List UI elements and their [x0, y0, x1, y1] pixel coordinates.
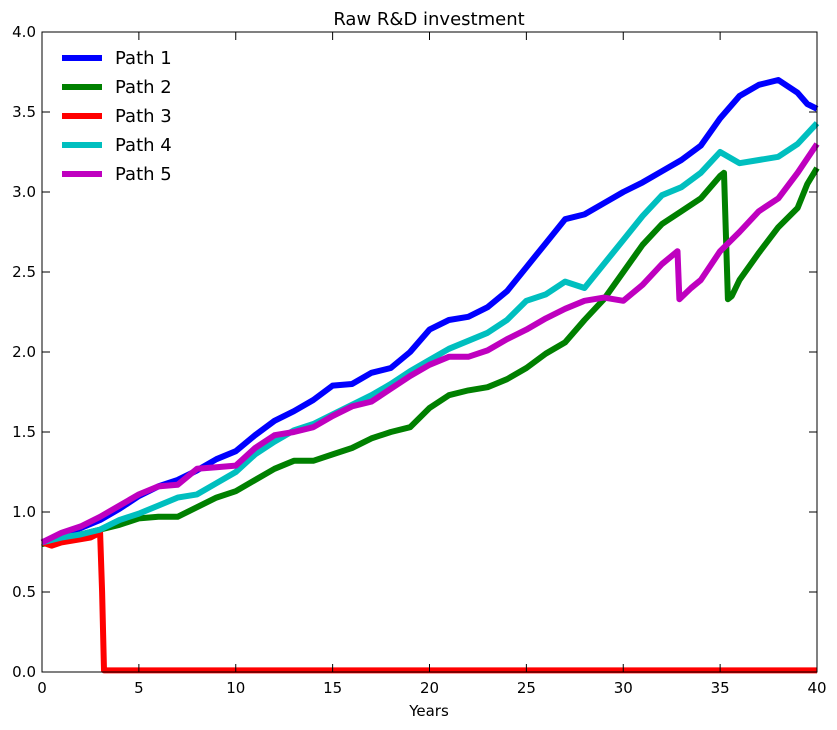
- x-tick-label: 5: [134, 679, 144, 697]
- y-tick-label: 0.0: [12, 663, 36, 681]
- legend-label-4: Path 4: [115, 135, 172, 156]
- legend: Path 1 Path 2 Path 3 Path 4 Path 5: [62, 48, 172, 185]
- x-tick-label: 25: [517, 679, 536, 697]
- series-line-2: [41, 166, 820, 547]
- x-tick-label: 20: [420, 679, 439, 697]
- ticks-layer: 0 5 10 15 20 25 30 35 40 0.0 0.5 1.0 1.5 2.0 2.5 3.0 3.5…: [12, 23, 826, 697]
- series-line-4: [41, 121, 820, 546]
- chart-title: Raw R&D investment: [333, 9, 524, 30]
- legend-label-5: Path 5: [115, 164, 172, 185]
- series-layer: [40, 77, 820, 674]
- legend-label-3: Path 3: [115, 106, 172, 127]
- x-tick-label: 40: [807, 679, 826, 697]
- series-line-5: [40, 142, 820, 546]
- y-tick-label: 1.5: [12, 423, 36, 441]
- y-tick-label: 3.0: [12, 183, 36, 201]
- x-axis-label: Years: [408, 702, 449, 720]
- y-tick-label: 1.0: [12, 503, 36, 521]
- plot-frame: [41, 31, 818, 673]
- y-tick-label: 2.5: [12, 263, 36, 281]
- x-tick-label: 0: [37, 679, 47, 697]
- y-tick-label: 0.5: [12, 583, 36, 601]
- x-tick-label: 35: [711, 679, 730, 697]
- x-tick-label: 15: [323, 679, 342, 697]
- x-tick-label: 30: [614, 679, 633, 697]
- y-tick-label: 2.0: [12, 343, 36, 361]
- legend-label-2: Path 2: [115, 77, 172, 98]
- series-line-3: [41, 529, 817, 674]
- y-tick-label: 4.0: [12, 23, 36, 41]
- y-tick-label: 3.5: [12, 103, 36, 121]
- legend-label-1: Path 1: [115, 48, 172, 69]
- series-line-1: [40, 77, 819, 546]
- x-tick-label: 10: [226, 679, 245, 697]
